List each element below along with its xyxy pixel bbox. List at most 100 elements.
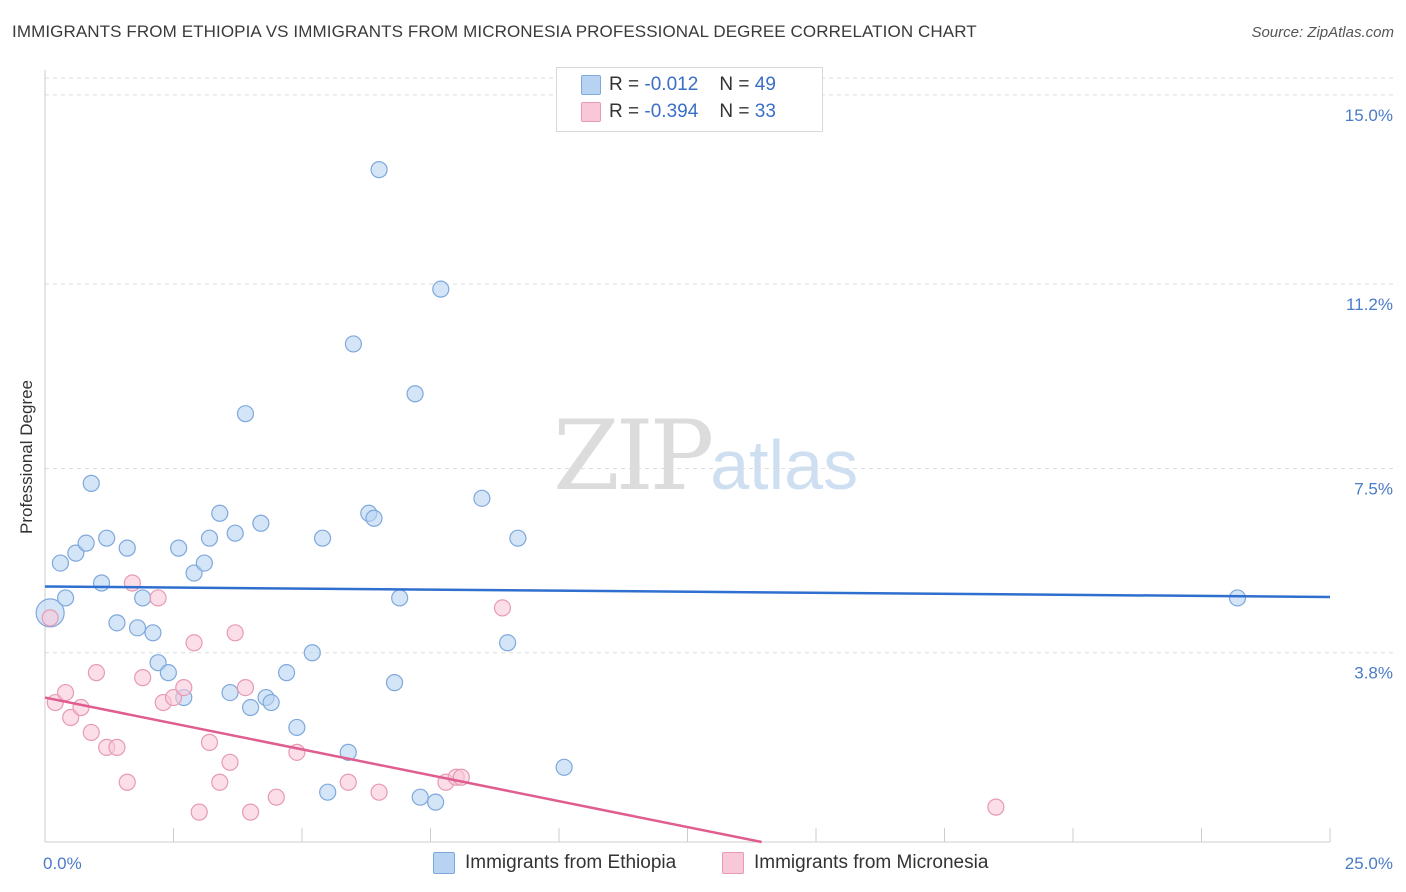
data-point-ethiopia bbox=[226, 524, 244, 542]
data-point-ethiopia bbox=[427, 793, 445, 811]
data-point-ethiopia bbox=[555, 758, 573, 776]
data-point-ethiopia bbox=[185, 564, 203, 582]
data-point-micronesia bbox=[339, 773, 357, 791]
data-point-micronesia bbox=[108, 738, 126, 756]
legend-swatch-micronesia bbox=[581, 101, 601, 122]
stats-legend: R = -0.012 N = 49 R = -0.394 N = 33 bbox=[556, 67, 823, 132]
data-point-micronesia bbox=[41, 609, 59, 627]
data-point-micronesia bbox=[123, 574, 141, 592]
data-point-micronesia bbox=[226, 624, 244, 642]
data-point-ethiopia bbox=[391, 589, 409, 607]
data-point-ethiopia bbox=[159, 664, 177, 682]
chart-title: IMMIGRANTS FROM ETHIOPIA VS IMMIGRANTS F… bbox=[12, 22, 977, 41]
data-point-micronesia bbox=[62, 708, 80, 727]
data-point-ethiopia bbox=[236, 405, 255, 423]
data-point-ethiopia bbox=[67, 544, 85, 562]
trend-line-ethiopia bbox=[44, 585, 1331, 599]
y-tick-label: 3.8% bbox=[1354, 664, 1393, 683]
data-point-ethiopia bbox=[242, 698, 260, 717]
x-tick-label: 25.0% bbox=[1345, 854, 1393, 873]
bottom-legend-swatch-ethiopia bbox=[433, 852, 455, 874]
data-point-micronesia bbox=[72, 698, 90, 717]
data-point-ethiopia bbox=[385, 674, 404, 692]
data-point-ethiopia bbox=[134, 589, 152, 607]
legend-n-label: N = bbox=[719, 74, 750, 95]
data-point-micronesia bbox=[149, 589, 167, 607]
data-point-micronesia bbox=[82, 723, 100, 742]
data-point-ethiopia bbox=[221, 683, 239, 702]
data-point-micronesia bbox=[987, 798, 1005, 816]
data-point-ethiopia bbox=[77, 534, 95, 552]
data-point-ethiopia bbox=[82, 474, 100, 492]
data-point-ethiopia bbox=[92, 574, 111, 592]
data-point-ethiopia bbox=[319, 783, 337, 801]
data-point-ethiopia bbox=[170, 539, 188, 557]
data-point-ethiopia bbox=[200, 529, 219, 547]
data-point-ethiopia bbox=[473, 489, 491, 507]
bottom-legend-label-ethiopia: Immigrants from Ethiopia bbox=[465, 852, 677, 874]
data-point-ethiopia bbox=[344, 335, 362, 353]
data-point-micronesia bbox=[118, 773, 136, 791]
bottom-legend-label-micronesia: Immigrants from Micronesia bbox=[754, 852, 989, 874]
watermark: ZIPatlas bbox=[553, 400, 858, 512]
data-point-ethiopia bbox=[98, 529, 116, 547]
data-point-micronesia bbox=[87, 664, 106, 682]
bottom-legend-ethiopia: Immigrants from Ethiopia bbox=[433, 852, 676, 878]
data-point-micronesia bbox=[370, 783, 388, 801]
data-point-ethiopia bbox=[365, 509, 383, 527]
y-tick-label: 7.5% bbox=[1354, 479, 1393, 498]
x-tick-label: 0.0% bbox=[43, 854, 82, 873]
data-point-ethiopia bbox=[406, 385, 424, 403]
data-point-micronesia bbox=[236, 678, 255, 697]
data-point-ethiopia bbox=[411, 788, 429, 806]
data-point-micronesia bbox=[200, 733, 219, 751]
data-point-ethiopia bbox=[432, 280, 450, 298]
bottom-legend-micronesia: Immigrants from Micronesia bbox=[722, 852, 988, 878]
legend-row-micronesia: R = -0.394 N = 33 bbox=[581, 101, 776, 127]
data-point-ethiopia bbox=[370, 161, 388, 179]
data-point-ethiopia bbox=[339, 743, 357, 761]
data-point-ethiopia bbox=[56, 589, 75, 607]
data-point-ethiopia bbox=[277, 664, 296, 682]
data-point-ethiopia bbox=[262, 693, 280, 712]
data-point-ethiopia bbox=[313, 529, 332, 547]
legend-r-value: -0.012 bbox=[644, 74, 699, 95]
y-tick-label: 11.2% bbox=[1346, 295, 1393, 314]
legend-swatch-ethiopia bbox=[581, 74, 601, 95]
y-tick-label: 15.0% bbox=[1345, 106, 1393, 125]
trend-line-micronesia bbox=[44, 696, 762, 844]
source-label: Source: ZipAtlas.com bbox=[1251, 24, 1394, 41]
legend-r-value: -0.394 bbox=[644, 101, 699, 122]
data-point-ethiopia bbox=[509, 529, 527, 547]
legend-n-label: N = bbox=[719, 101, 750, 122]
data-point-ethiopia bbox=[211, 504, 229, 522]
data-point-micronesia bbox=[164, 688, 183, 707]
data-point-micronesia bbox=[175, 678, 193, 697]
data-point-ethiopia bbox=[149, 654, 167, 672]
legend-r-label: R = bbox=[609, 101, 640, 122]
data-point-ethiopia bbox=[128, 619, 147, 637]
data-point-ethiopia bbox=[51, 554, 70, 572]
data-point-micronesia bbox=[190, 803, 208, 821]
data-point-micronesia bbox=[211, 773, 229, 791]
data-point-ethiopia bbox=[195, 554, 213, 572]
data-point-ethiopia bbox=[252, 514, 270, 532]
data-point-micronesia bbox=[493, 599, 512, 617]
data-point-micronesia bbox=[267, 788, 285, 806]
legend-r-label: R = bbox=[609, 74, 640, 95]
data-point-micronesia bbox=[242, 803, 260, 821]
data-point-ethiopia bbox=[1228, 589, 1247, 607]
data-point-ethiopia bbox=[499, 634, 517, 652]
data-point-micronesia bbox=[56, 683, 75, 702]
legend-n-value: 33 bbox=[754, 101, 776, 122]
bottom-legend-swatch-micronesia bbox=[722, 852, 744, 874]
data-point-micronesia bbox=[185, 634, 203, 652]
watermark-atlas: atlas bbox=[710, 426, 859, 504]
data-point-ethiopia bbox=[108, 614, 126, 632]
data-point-ethiopia bbox=[118, 539, 136, 557]
data-point-ethiopia bbox=[288, 718, 306, 737]
data-point-micronesia bbox=[134, 669, 152, 687]
data-point-ethiopia bbox=[303, 644, 321, 662]
data-point-ethiopia bbox=[144, 624, 162, 642]
